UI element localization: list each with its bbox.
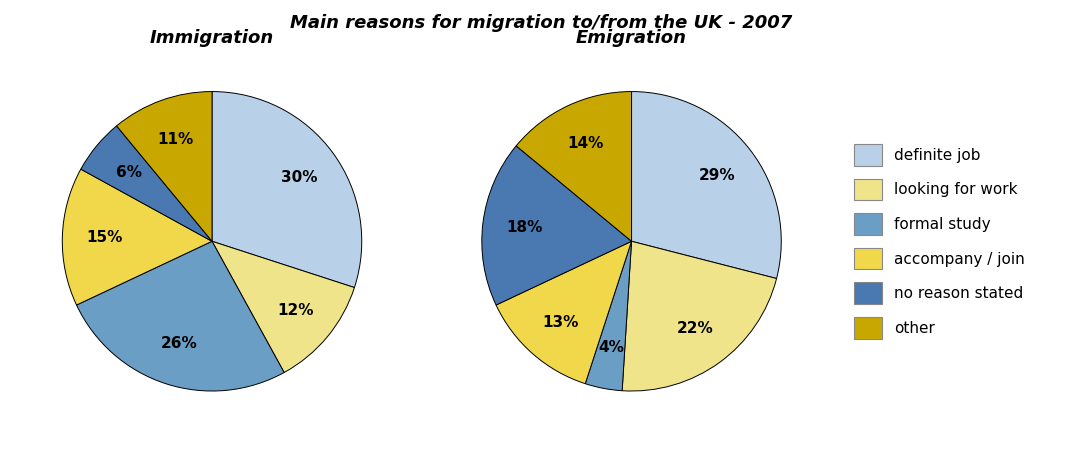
Text: 30%: 30% bbox=[281, 170, 317, 185]
Text: 14%: 14% bbox=[567, 136, 604, 151]
Legend: definite job, looking for work, formal study, accompany / join, no reason stated: definite job, looking for work, formal s… bbox=[846, 136, 1032, 346]
Text: 12%: 12% bbox=[277, 303, 314, 318]
Title: Emigration: Emigration bbox=[576, 29, 687, 47]
Text: 15%: 15% bbox=[87, 230, 122, 245]
Text: 26%: 26% bbox=[160, 336, 197, 351]
Wedge shape bbox=[622, 241, 777, 391]
Wedge shape bbox=[81, 126, 212, 241]
Text: 22%: 22% bbox=[676, 321, 713, 336]
Text: 13%: 13% bbox=[542, 315, 579, 330]
Text: 11%: 11% bbox=[157, 132, 194, 147]
Wedge shape bbox=[585, 241, 632, 391]
Text: 6%: 6% bbox=[116, 165, 142, 180]
Text: 4%: 4% bbox=[598, 340, 624, 354]
Text: 18%: 18% bbox=[506, 220, 543, 235]
Wedge shape bbox=[63, 169, 212, 305]
Text: 29%: 29% bbox=[698, 168, 735, 183]
Wedge shape bbox=[516, 92, 632, 241]
Wedge shape bbox=[212, 92, 361, 288]
Wedge shape bbox=[496, 241, 632, 384]
Wedge shape bbox=[77, 241, 285, 391]
Wedge shape bbox=[212, 241, 355, 373]
Wedge shape bbox=[481, 146, 632, 305]
Title: Immigration: Immigration bbox=[150, 29, 274, 47]
Wedge shape bbox=[632, 92, 781, 279]
Wedge shape bbox=[117, 92, 212, 241]
Text: Main reasons for migration to/from the UK - 2007: Main reasons for migration to/from the U… bbox=[290, 14, 792, 32]
